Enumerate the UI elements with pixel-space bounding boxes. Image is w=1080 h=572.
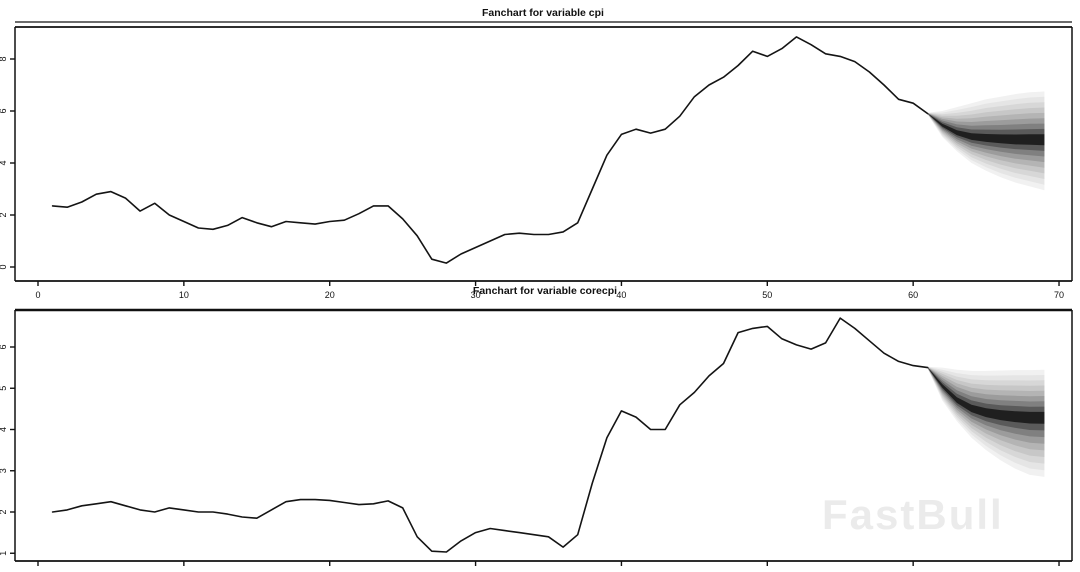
x-axis-tick-label: 40 bbox=[616, 290, 626, 300]
x-axis-tick-label: 50 bbox=[762, 290, 772, 300]
history-line bbox=[51, 317, 929, 553]
chart-title-cpi: Fanchart for variable cpi bbox=[482, 7, 604, 19]
y-axis-tick-label: 0 bbox=[0, 264, 8, 269]
chart-title-corecpi: Fanchart for variable corecpi bbox=[473, 285, 617, 297]
x-axis-tick-label: 10 bbox=[179, 290, 189, 300]
fan-band bbox=[927, 113, 1045, 146]
fan-band bbox=[927, 367, 1045, 424]
y-axis-tick-label: 4 bbox=[0, 427, 8, 432]
watermark-text: FastBull bbox=[822, 491, 1004, 538]
x-axis-tick-label: 0 bbox=[35, 290, 40, 300]
fanchart-panel-cpi: 0 10 20 30 40 50 60 70 0 2 4 6 8 bbox=[0, 26, 1073, 300]
y-axis-tick-label: 6 bbox=[0, 108, 8, 113]
y-axis-tick-label: 8 bbox=[0, 56, 8, 61]
y-axis-tick-label: 3 bbox=[0, 468, 8, 473]
x-axis-tick-label: 30 bbox=[471, 290, 481, 300]
x-axis-tick-label: 70 bbox=[1054, 290, 1064, 300]
y-axis-tick-label: 1 bbox=[0, 551, 8, 556]
y-axis-tick-label: 2 bbox=[0, 509, 8, 514]
history-line bbox=[51, 36, 929, 264]
fanchart-panel-corecpi: 1 2 3 4 5 6 bbox=[0, 308, 1073, 566]
y-axis-tick-label: 2 bbox=[0, 212, 8, 217]
y-axis-tick-label: 5 bbox=[0, 386, 8, 391]
y-axis-tick-label: 4 bbox=[0, 160, 8, 165]
x-axis-tick-label: 60 bbox=[908, 290, 918, 300]
x-axis-tick-label: 20 bbox=[325, 290, 335, 300]
y-axis-tick-label: 6 bbox=[0, 344, 8, 349]
